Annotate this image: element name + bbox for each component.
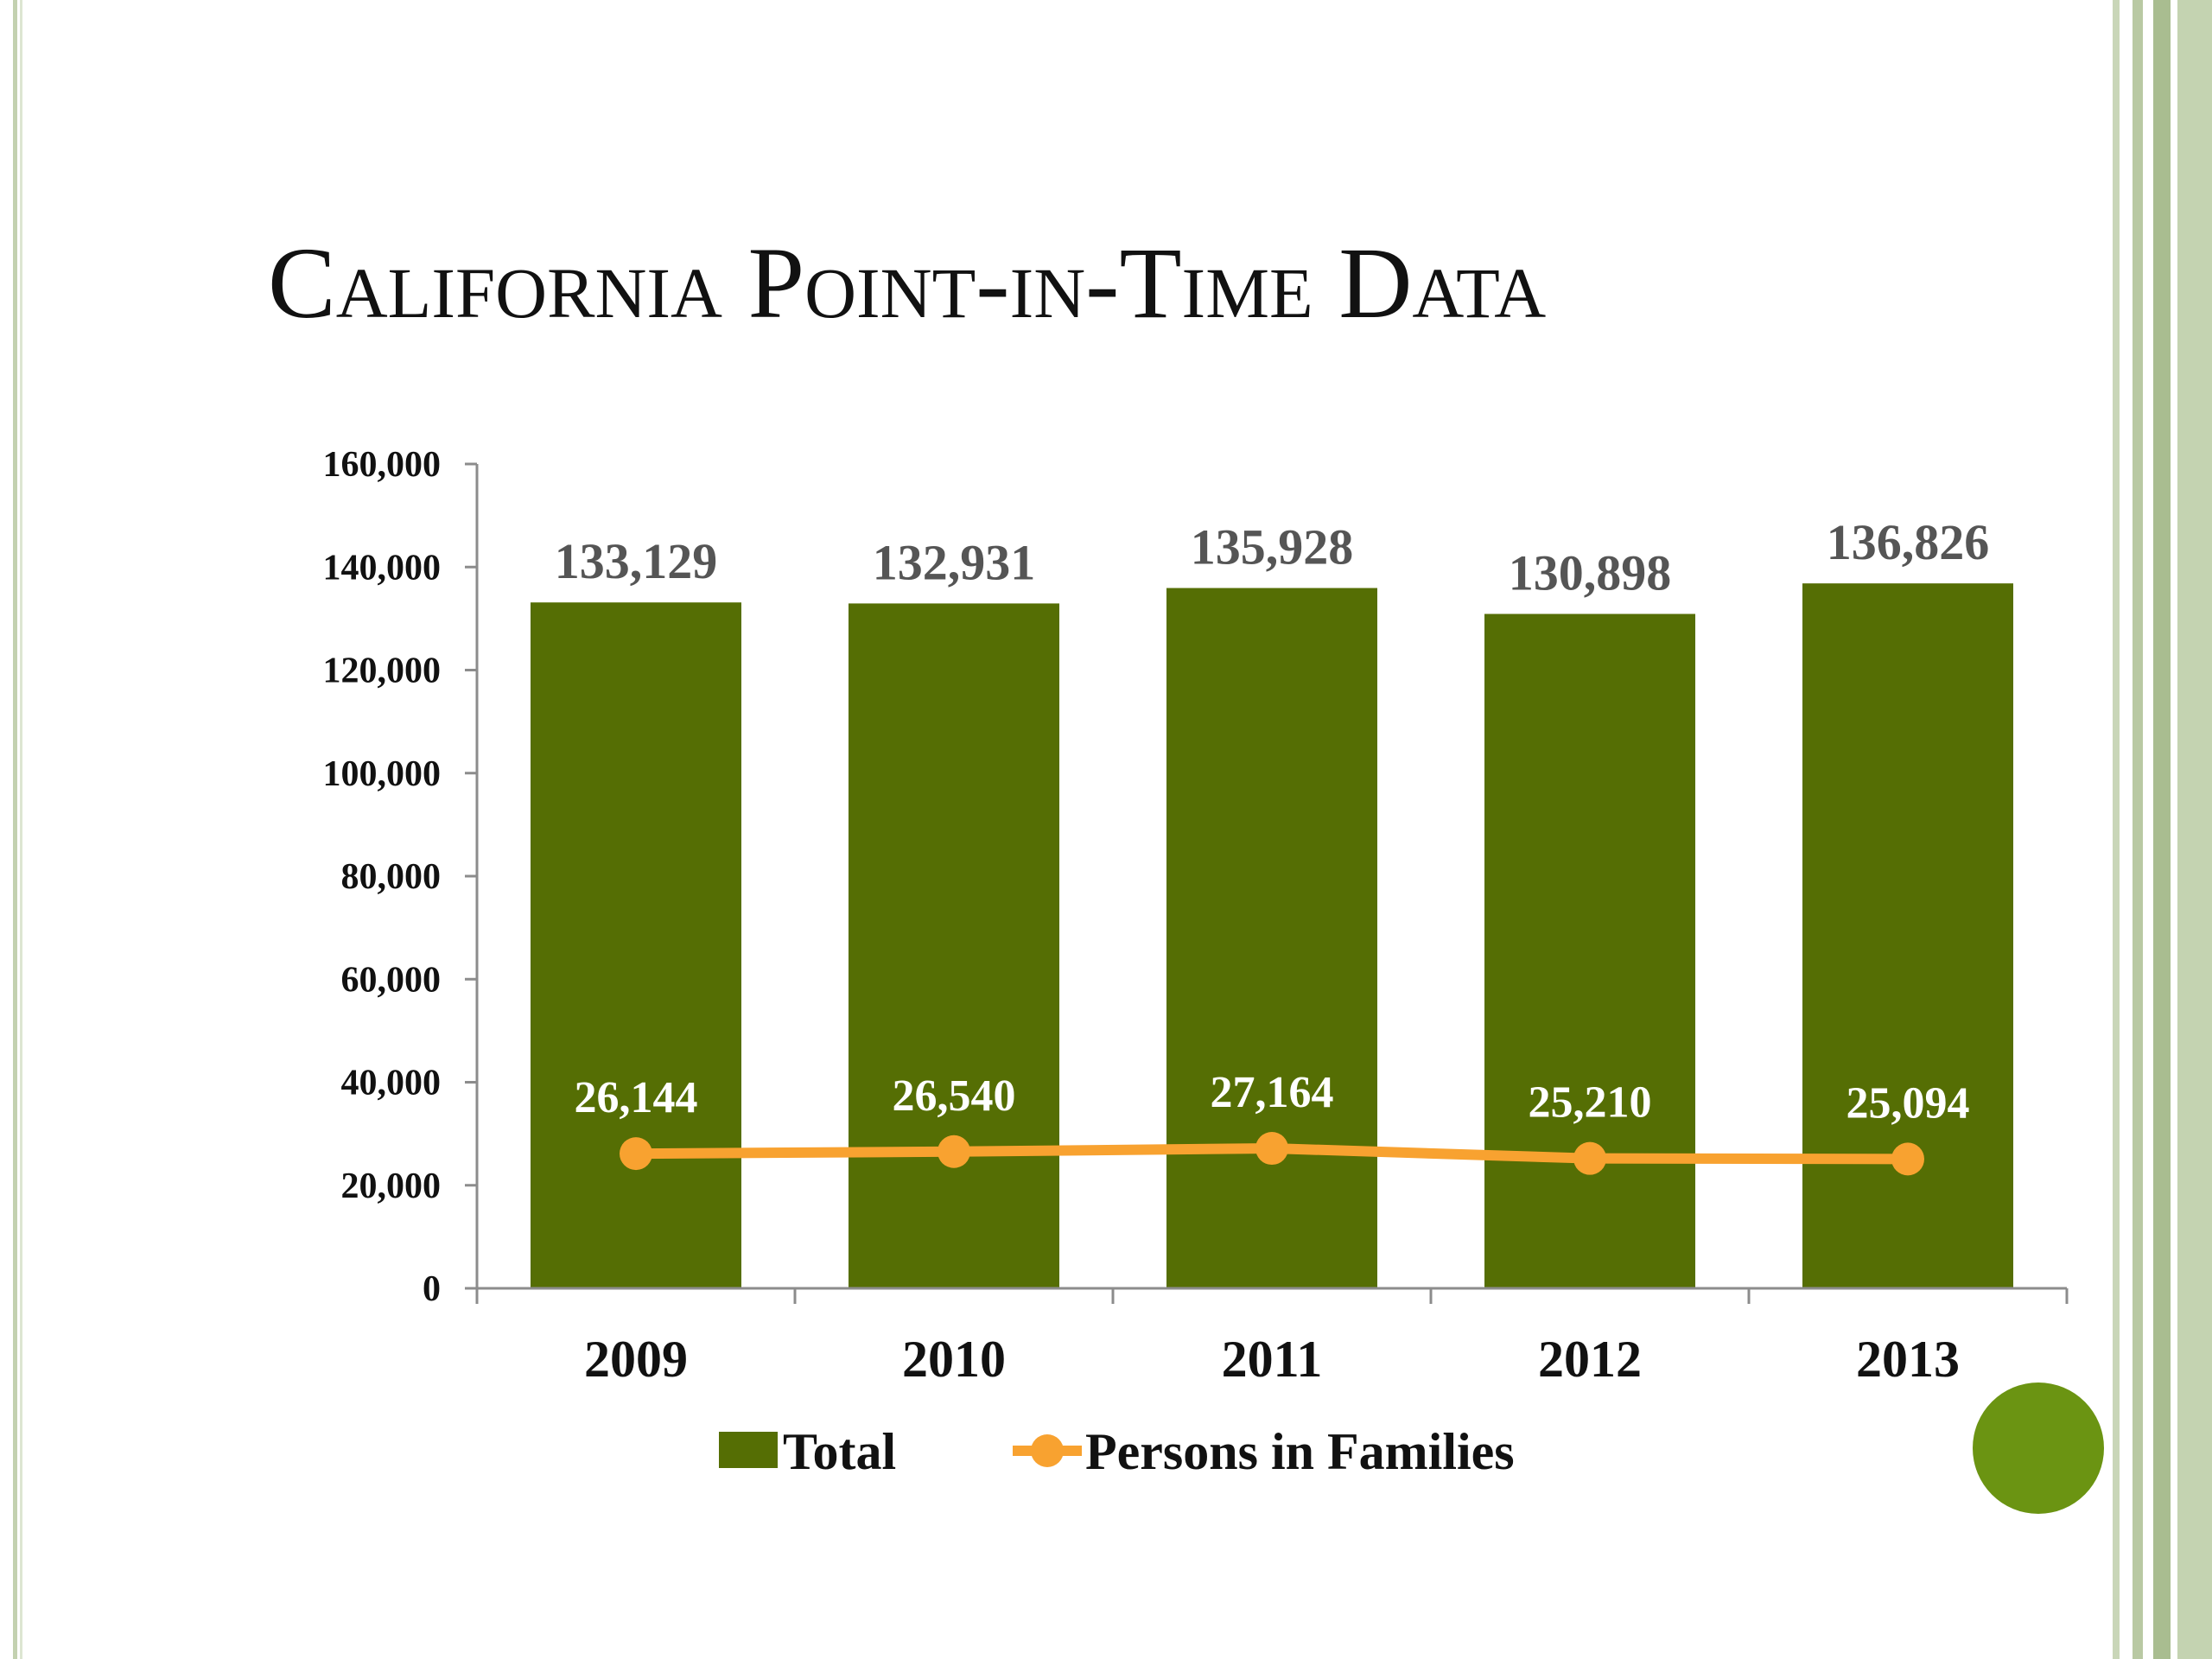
legend-swatch-marker [1031,1434,1064,1467]
frame-stripe [2133,0,2143,1659]
bar-value-label: 136,826 [1827,514,1990,570]
bar-value-label: 130,898 [1509,545,1672,601]
bar-total-2012 [1484,613,1695,1288]
bar-value-label: 132,931 [873,534,1036,590]
line-value-label: 26,540 [893,1071,1016,1121]
x-tick-label: 2013 [1856,1331,1960,1388]
line-point-2013 [1891,1142,1924,1176]
line-value-label: 25,210 [1529,1078,1652,1128]
line-value-label: 25,094 [1847,1078,1970,1128]
y-tick-label: 100,000 [323,754,442,794]
frame-stripe [2113,0,2120,1659]
line-value-label: 26,144 [575,1073,698,1122]
accent-dot [1973,1382,2104,1514]
x-tick-label: 2009 [584,1331,688,1388]
y-tick-label: 160,000 [323,445,442,485]
frame-stripe [20,0,22,1659]
bar-total-2011 [1166,588,1377,1288]
line-point-2009 [620,1137,652,1171]
x-tick-label: 2011 [1222,1331,1323,1388]
x-tick-label: 2012 [1538,1331,1642,1388]
bar-value-label: 135,928 [1191,519,1354,575]
y-tick-label: 80,000 [341,857,442,897]
frame-stripe [13,0,17,1659]
y-tick-label: 40,000 [341,1064,442,1103]
bar-total-2013 [1802,583,2013,1288]
line-value-label: 27,164 [1211,1068,1334,1117]
line-point-2012 [1573,1141,1606,1175]
y-tick-label: 140,000 [323,548,442,588]
line-point-2011 [1255,1132,1288,1166]
bar-value-label: 133,129 [555,533,718,589]
slide-title: California Point-in-Time Data [268,226,1547,340]
x-tick-label: 2010 [902,1331,1006,1388]
y-tick-label: 0 [423,1269,441,1309]
frame-stripe [2177,0,2212,1659]
bar-total-2009 [531,602,741,1288]
y-tick-label: 120,000 [323,652,442,691]
legend-swatch-total [719,1432,778,1468]
legend-label-persons-in-families: Persons in Families [1085,1423,1515,1480]
frame-stripe [2153,0,2171,1659]
y-tick-label: 20,000 [341,1166,442,1206]
legend-label-total: Total [783,1423,896,1480]
line-point-2010 [938,1135,970,1168]
bar-total-2010 [849,603,1059,1288]
y-tick-label: 60,000 [341,960,442,1000]
